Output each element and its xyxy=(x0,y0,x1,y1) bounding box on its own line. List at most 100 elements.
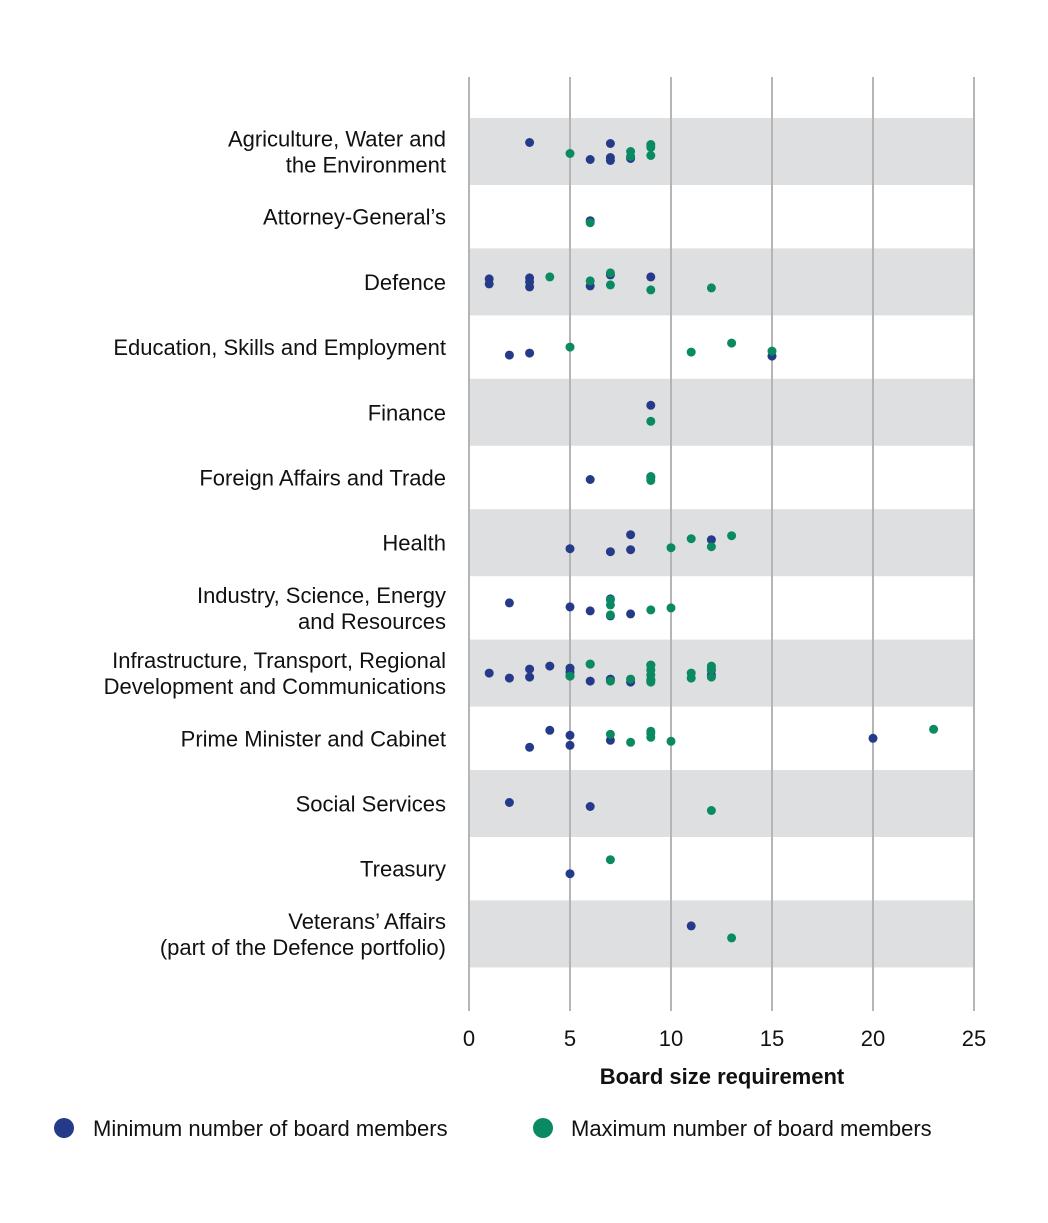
max-point xyxy=(646,476,656,485)
min-point xyxy=(525,348,535,358)
max-point xyxy=(605,729,615,739)
min-point xyxy=(646,400,656,410)
min-point xyxy=(504,673,514,683)
min-point xyxy=(706,535,716,545)
min-point xyxy=(585,475,595,484)
category-label: Prime Minister and Cabinet xyxy=(181,726,446,751)
max-point xyxy=(605,610,615,620)
max-point xyxy=(686,673,696,683)
min-point xyxy=(545,661,555,671)
max-point xyxy=(605,676,615,686)
category-label: Health xyxy=(382,531,446,556)
category-label: Finance xyxy=(368,400,446,425)
min-point xyxy=(484,279,494,289)
min-point xyxy=(504,798,514,807)
x-tick-label: 10 xyxy=(659,1026,683,1051)
category-label: Foreign Affairs and Trade xyxy=(199,466,446,491)
max-point xyxy=(646,670,656,680)
category-label: Agriculture, Water and xyxy=(228,127,446,152)
max-point xyxy=(646,605,656,615)
max-point xyxy=(605,280,615,290)
x-tick-label: 20 xyxy=(861,1026,885,1051)
row-band-10 xyxy=(469,770,974,837)
max-point xyxy=(565,342,575,352)
category-label: Attorney-General’s xyxy=(263,205,446,230)
legend-marker-max xyxy=(533,1118,553,1138)
min-point xyxy=(626,609,636,619)
row-bands xyxy=(469,118,974,968)
min-point xyxy=(605,156,615,165)
data-points xyxy=(484,138,939,943)
max-point xyxy=(585,276,595,286)
max-point xyxy=(646,151,656,160)
row-band-4 xyxy=(469,378,974,446)
min-point xyxy=(565,544,575,554)
max-point xyxy=(605,855,615,865)
min-point xyxy=(525,742,535,752)
max-point xyxy=(686,534,696,544)
category-label: Veterans’ Affairs xyxy=(288,909,446,934)
max-point xyxy=(727,338,737,348)
max-point xyxy=(666,543,676,553)
max-point xyxy=(626,674,636,684)
category-label: the Environment xyxy=(286,153,446,178)
row-band-8 xyxy=(469,639,974,707)
max-point xyxy=(565,671,575,681)
max-point xyxy=(706,542,716,552)
category-label: (part of the Defence portfolio) xyxy=(160,935,446,960)
max-point xyxy=(585,659,595,669)
min-point xyxy=(565,602,575,612)
x-axis-title: Board size requirement xyxy=(600,1064,845,1089)
max-point xyxy=(727,933,737,943)
x-tick-label: 15 xyxy=(760,1026,784,1051)
max-point xyxy=(706,661,716,671)
max-point xyxy=(646,732,656,742)
max-point xyxy=(545,272,555,282)
max-point xyxy=(646,285,656,295)
max-point xyxy=(929,724,939,734)
min-point xyxy=(545,725,555,735)
min-point xyxy=(565,730,575,740)
legend: Minimum number of board members Maximum … xyxy=(54,1116,932,1141)
max-point xyxy=(585,218,595,228)
min-point xyxy=(585,155,595,164)
min-point xyxy=(868,733,878,743)
legend-label-min: Minimum number of board members xyxy=(93,1116,448,1141)
min-point xyxy=(525,273,535,283)
min-point xyxy=(525,664,535,674)
max-point xyxy=(666,736,676,746)
min-point xyxy=(605,139,615,148)
max-point xyxy=(767,346,777,356)
legend-label-max: Maximum number of board members xyxy=(571,1116,932,1141)
category-label: Defence xyxy=(364,270,446,295)
row-band-0 xyxy=(469,118,974,185)
max-point xyxy=(706,283,716,293)
max-point xyxy=(565,149,575,158)
min-point xyxy=(646,272,656,282)
min-point xyxy=(504,598,514,608)
row-band-2 xyxy=(469,248,974,316)
category-label: and Resources xyxy=(298,609,446,634)
category-label: Education, Skills and Employment xyxy=(113,335,446,360)
max-point xyxy=(686,347,696,357)
min-point xyxy=(525,282,535,292)
max-point xyxy=(605,268,615,278)
x-tick-label: 5 xyxy=(564,1026,576,1051)
category-label: Development and Communications xyxy=(104,674,446,699)
category-label: Social Services xyxy=(296,792,446,817)
row-band-6 xyxy=(469,509,974,577)
min-point xyxy=(605,547,615,557)
min-point xyxy=(484,668,494,678)
min-point xyxy=(525,138,535,147)
category-label: Treasury xyxy=(360,857,446,882)
x-tick-label: 0 xyxy=(463,1026,475,1051)
max-point xyxy=(706,806,716,815)
max-point xyxy=(626,152,636,161)
min-point xyxy=(504,350,514,360)
x-tick-labels: 0 5 10 15 20 25 xyxy=(463,1026,986,1051)
legend-marker-min xyxy=(54,1118,74,1138)
max-point xyxy=(626,737,636,747)
max-point xyxy=(727,531,737,541)
min-point xyxy=(626,530,636,540)
